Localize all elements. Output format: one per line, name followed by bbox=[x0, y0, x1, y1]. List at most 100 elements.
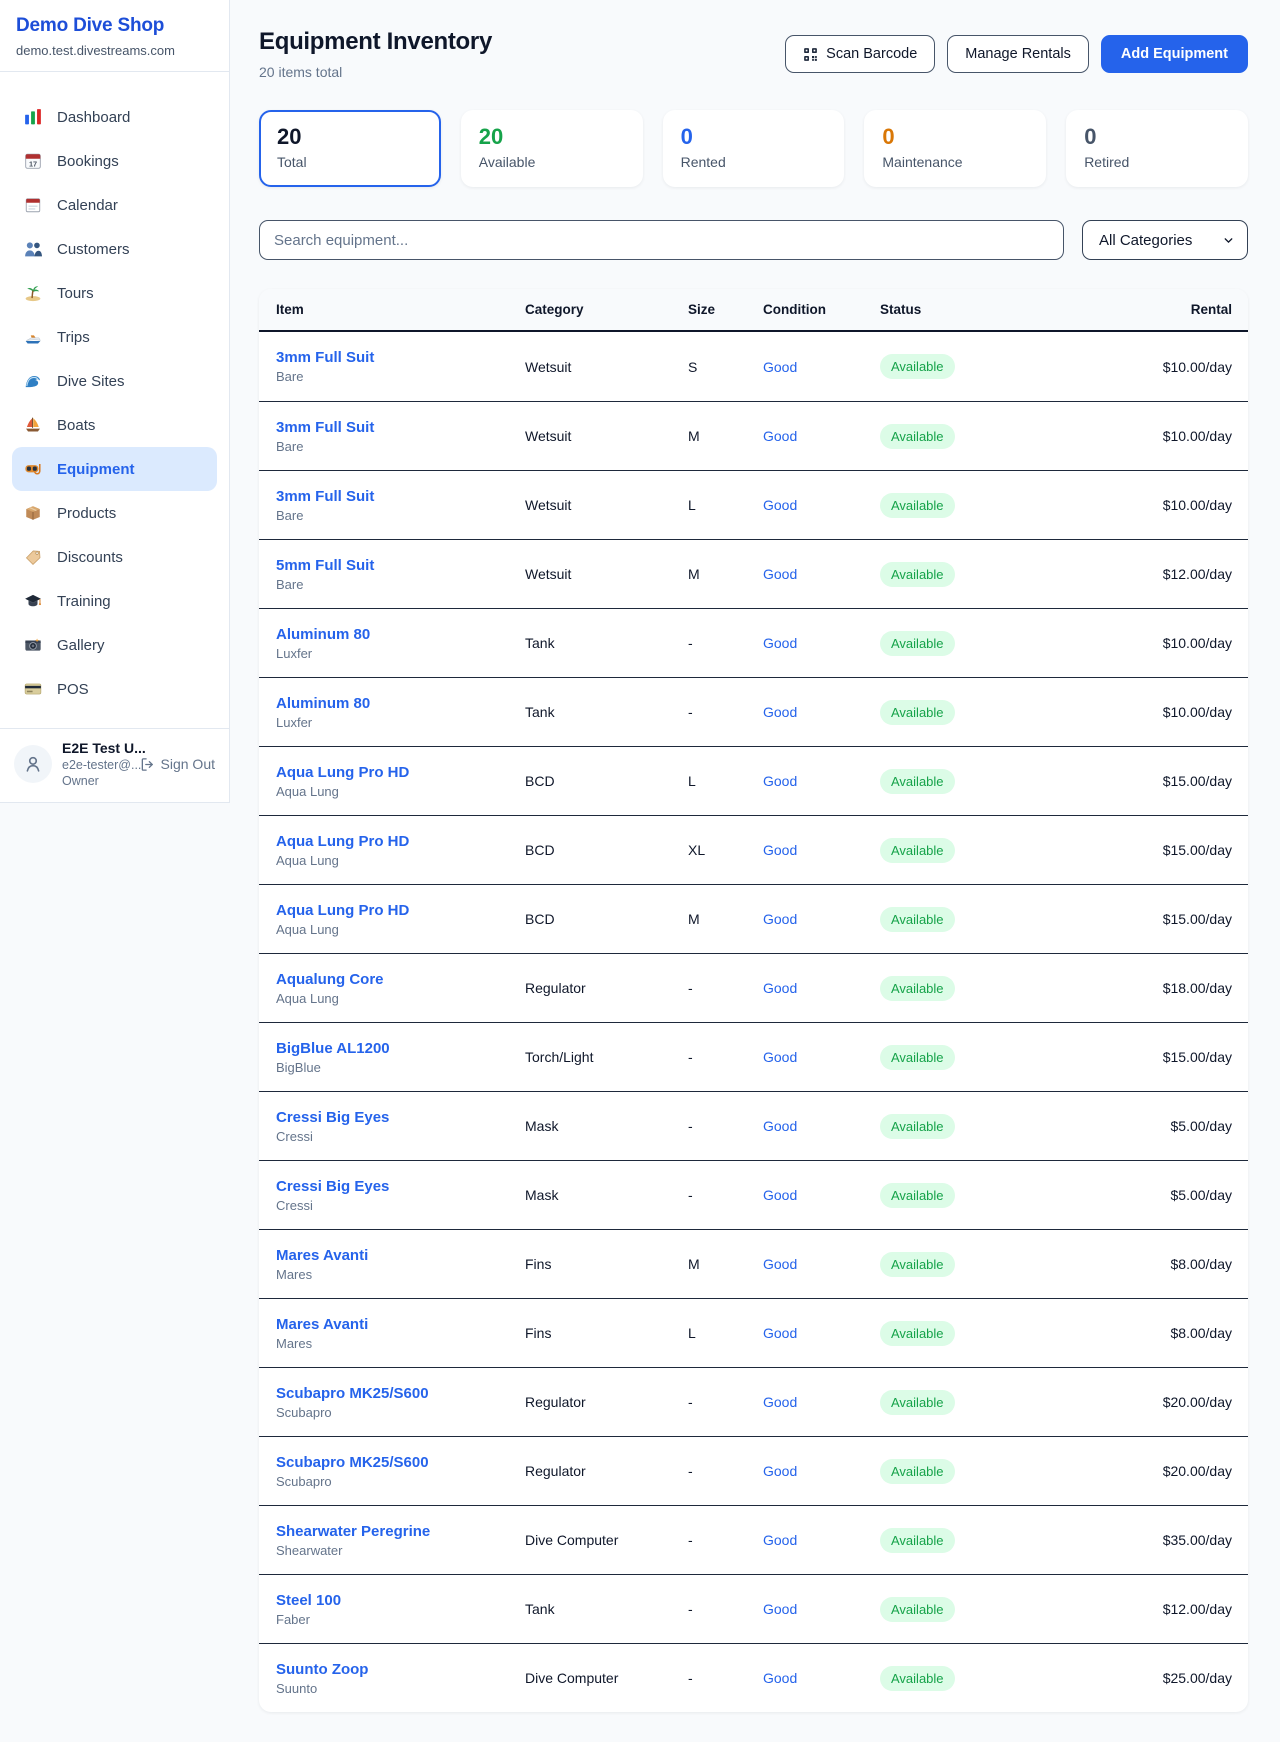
sidebar-item-boats[interactable]: Boats bbox=[12, 403, 217, 447]
column-header-category: Category bbox=[525, 302, 584, 317]
wave-icon bbox=[24, 372, 42, 390]
item-name-link[interactable]: Aqua Lung Pro HD bbox=[276, 901, 410, 919]
sidebar-item-dive-sites[interactable]: Dive Sites bbox=[12, 359, 217, 403]
status-badge: Available bbox=[880, 1320, 955, 1346]
table-row: 3mm Full Suit Bare Wetsuit L Good Availa… bbox=[259, 470, 1248, 539]
condition-link[interactable]: Good bbox=[763, 1463, 798, 1479]
condition-link[interactable]: Good bbox=[763, 1325, 798, 1341]
item-name-link[interactable]: Aqua Lung Pro HD bbox=[276, 832, 410, 850]
condition-link[interactable]: Good bbox=[763, 980, 798, 996]
table-row: Scubapro MK25/S600 Scubapro Regulator - … bbox=[259, 1436, 1248, 1505]
condition-link[interactable]: Good bbox=[763, 773, 798, 789]
sidebar-item-pos[interactable]: POS bbox=[12, 667, 217, 711]
condition-link[interactable]: Good bbox=[763, 704, 798, 720]
item-rental: $8.00/day bbox=[1170, 1256, 1233, 1272]
item-name-link[interactable]: 3mm Full Suit bbox=[276, 487, 375, 505]
scan-barcode-button[interactable]: Scan Barcode bbox=[785, 35, 936, 73]
add-equipment-label: Add Equipment bbox=[1120, 46, 1228, 62]
sidebar-item-customers[interactable]: Customers bbox=[12, 227, 217, 271]
condition-link[interactable]: Good bbox=[763, 635, 798, 651]
status-badge: Available bbox=[880, 561, 955, 587]
item-size: - bbox=[688, 1394, 693, 1410]
sidebar-item-training[interactable]: Training bbox=[12, 579, 217, 623]
condition-link[interactable]: Good bbox=[763, 1049, 798, 1065]
condition-link[interactable]: Good bbox=[763, 911, 798, 927]
status-badge: Available bbox=[880, 1596, 955, 1622]
condition-link[interactable]: Good bbox=[763, 1394, 798, 1410]
item-category: BCD bbox=[525, 773, 555, 789]
item-name-link[interactable]: Scubapro MK25/S600 bbox=[276, 1384, 429, 1402]
table-row: Suunto Zoop Suunto Dive Computer - Good … bbox=[259, 1643, 1248, 1712]
item-name-link[interactable]: Shearwater Peregrine bbox=[276, 1522, 431, 1540]
item-name-link[interactable]: Cressi Big Eyes bbox=[276, 1108, 390, 1126]
item-category: Tank bbox=[525, 704, 555, 720]
item-name-link[interactable]: 5mm Full Suit bbox=[276, 556, 375, 574]
condition-link[interactable]: Good bbox=[763, 842, 798, 858]
sidebar-item-bookings[interactable]: 17 Bookings bbox=[12, 139, 217, 183]
item-category: Mask bbox=[525, 1118, 559, 1134]
condition-link[interactable]: Good bbox=[763, 1601, 798, 1617]
search-input[interactable] bbox=[259, 220, 1064, 260]
category-select-value: All Categories bbox=[1099, 231, 1193, 249]
stat-card-total[interactable]: 20 Total bbox=[259, 110, 441, 187]
item-brand: Scubapro bbox=[276, 1473, 332, 1489]
item-name-link[interactable]: Aluminum 80 bbox=[276, 694, 371, 712]
condition-link[interactable]: Good bbox=[763, 1256, 798, 1272]
sidebar-item-calendar[interactable]: Calendar bbox=[12, 183, 217, 227]
category-select[interactable]: All Categories bbox=[1082, 220, 1248, 260]
items-total: 20 items total bbox=[259, 64, 343, 80]
item-name-link[interactable]: Cressi Big Eyes bbox=[276, 1177, 390, 1195]
stat-card-rented[interactable]: 0 Rented bbox=[662, 110, 845, 187]
column-header-item: Item bbox=[276, 302, 304, 317]
user-name: E2E Test U... bbox=[62, 740, 146, 756]
sidebar-item-gallery[interactable]: Gallery bbox=[12, 623, 217, 667]
sidebar-item-tours[interactable]: Tours bbox=[12, 271, 217, 315]
table-row: Aqua Lung Pro HD Aqua Lung BCD M Good Av… bbox=[259, 884, 1248, 953]
item-size: - bbox=[688, 704, 693, 720]
item-rental: $15.00/day bbox=[1162, 773, 1232, 789]
condition-link[interactable]: Good bbox=[763, 358, 798, 375]
avatar bbox=[14, 745, 52, 783]
condition-link[interactable]: Good bbox=[763, 566, 798, 582]
item-name-link[interactable]: Aqua Lung Pro HD bbox=[276, 763, 410, 781]
item-brand: Aqua Lung bbox=[276, 921, 339, 937]
brand-name[interactable]: Demo Dive Shop bbox=[16, 15, 165, 36]
svg-text:17: 17 bbox=[29, 159, 37, 168]
add-equipment-button[interactable]: Add Equipment bbox=[1100, 35, 1248, 73]
item-category: Dive Computer bbox=[525, 1532, 619, 1548]
brand-domain: demo.test.divestreams.com bbox=[16, 43, 175, 58]
manage-rentals-button[interactable]: Manage Rentals bbox=[947, 35, 1089, 73]
stat-card-available[interactable]: 20 Available bbox=[460, 110, 643, 187]
item-category: Regulator bbox=[525, 1394, 586, 1410]
item-category: Dive Computer bbox=[525, 1670, 619, 1686]
item-name-link[interactable]: BigBlue AL1200 bbox=[276, 1039, 390, 1057]
condition-link[interactable]: Good bbox=[763, 1118, 798, 1134]
item-name-link[interactable]: 3mm Full Suit bbox=[276, 418, 375, 436]
item-size: - bbox=[688, 635, 693, 651]
calendar-pad-icon bbox=[24, 196, 42, 214]
sidebar-item-products[interactable]: Products bbox=[12, 491, 217, 535]
sign-out-button[interactable]: Sign Out bbox=[140, 756, 215, 772]
sidebar-item-discounts[interactable]: Discounts bbox=[12, 535, 217, 579]
item-name-link[interactable]: Aluminum 80 bbox=[276, 625, 371, 643]
condition-link[interactable]: Good bbox=[763, 1187, 798, 1203]
condition-link[interactable]: Good bbox=[763, 1670, 798, 1686]
stat-card-retired[interactable]: 0 Retired bbox=[1066, 110, 1248, 187]
condition-link[interactable]: Good bbox=[763, 497, 798, 513]
condition-link[interactable]: Good bbox=[763, 428, 798, 444]
item-rental: $5.00/day bbox=[1170, 1118, 1233, 1134]
item-name-link[interactable]: 3mm Full Suit bbox=[276, 349, 375, 366]
sidebar-item-trips[interactable]: Trips bbox=[12, 315, 217, 359]
condition-link[interactable]: Good bbox=[763, 1532, 798, 1548]
sidebar-item-equipment[interactable]: Equipment bbox=[12, 447, 217, 491]
item-name-link[interactable]: Scubapro MK25/S600 bbox=[276, 1453, 429, 1471]
item-name-link[interactable]: Steel 100 bbox=[276, 1591, 342, 1609]
sidebar-item-dashboard[interactable]: Dashboard bbox=[12, 95, 217, 139]
stat-card-maintenance[interactable]: 0 Maintenance bbox=[864, 110, 1047, 187]
status-badge: Available bbox=[880, 1527, 955, 1553]
table-row: Cressi Big Eyes Cressi Mask - Good Avail… bbox=[259, 1160, 1248, 1229]
item-name-link[interactable]: Mares Avanti bbox=[276, 1315, 369, 1333]
item-name-link[interactable]: Mares Avanti bbox=[276, 1246, 369, 1264]
item-name-link[interactable]: Aqualung Core bbox=[276, 970, 384, 988]
item-name-link[interactable]: Suunto Zoop bbox=[276, 1660, 369, 1678]
